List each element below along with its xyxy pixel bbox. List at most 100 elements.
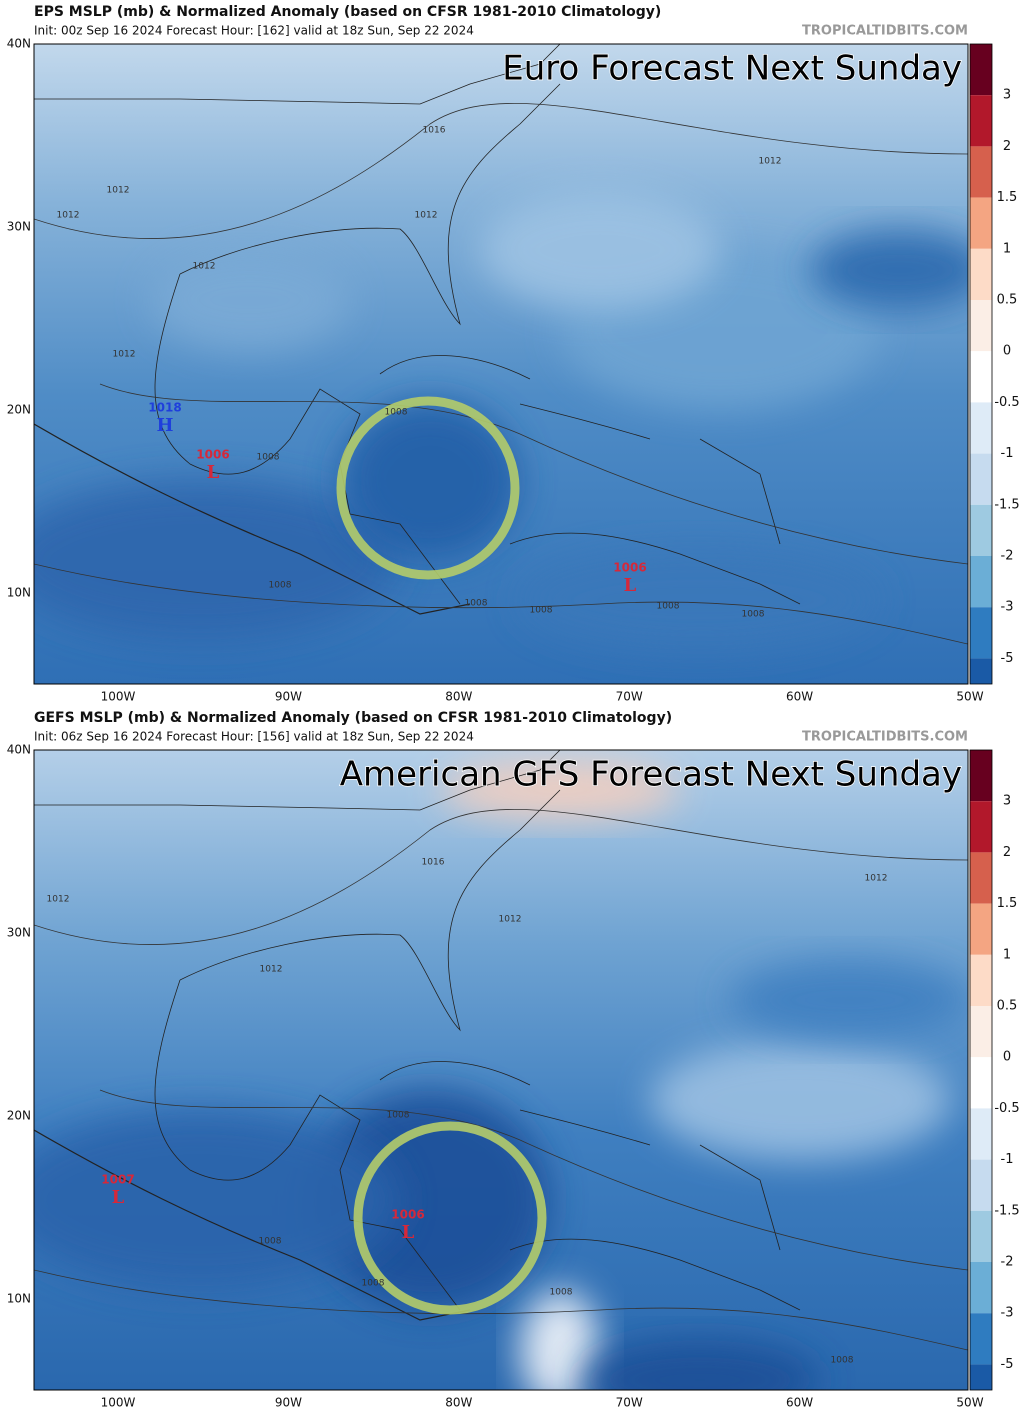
colorbar-label: 0: [1003, 1050, 1011, 1065]
lon-label: 60W: [786, 1396, 813, 1410]
lat-label: 30N: [7, 220, 31, 234]
colorbar-frame: [969, 749, 993, 1391]
contour-label: 1012: [47, 895, 70, 905]
contour-label: 1012: [415, 211, 438, 221]
colorbar-label: 0.5: [997, 293, 1018, 308]
lat-label: 40N: [7, 37, 31, 51]
pressure-symbol: L: [207, 462, 220, 483]
contour-label: 1008: [550, 1288, 573, 1298]
colorbar-band: [970, 1159, 992, 1211]
lon-label: 80W: [445, 1396, 472, 1410]
colorbar-band: [970, 453, 992, 505]
map-frame: [33, 749, 969, 1391]
contour-label: 1008: [530, 606, 553, 616]
lon-label: 80W: [445, 690, 472, 704]
colorbar-label: -1.5: [994, 497, 1019, 512]
highlight-circle: [353, 1121, 547, 1315]
anomaly-field: [480, 190, 720, 310]
coastline: [34, 750, 561, 811]
init-line: Init: 00z Sep 16 2024 Forecast Hour: [16…: [34, 24, 474, 38]
colorbar-label: 2: [1003, 845, 1011, 860]
colorbar-band: [970, 402, 992, 454]
coastline: [154, 273, 461, 605]
colorbar-band: [970, 1262, 992, 1314]
anomaly-field: [520, 550, 880, 650]
contour-label: 1008: [831, 1356, 854, 1366]
anomaly-field: [730, 960, 968, 1040]
pressure-symbol: H: [156, 415, 173, 436]
contour-label: 1012: [107, 186, 130, 196]
lon-label: 70W: [616, 690, 643, 704]
contour-label: 1008: [742, 610, 765, 620]
colorbar-band: [970, 44, 992, 96]
anomaly-field: [34, 480, 400, 640]
pressure-symbol: L: [624, 575, 637, 596]
colorbar-band: [970, 954, 992, 1006]
highlight-circle: [336, 396, 520, 580]
isobar: [34, 809, 968, 945]
contour-label: 1012: [57, 211, 80, 221]
pressure-symbol: L: [402, 1222, 415, 1243]
pressure-value: 1006: [613, 561, 646, 575]
lon-label: 100W: [101, 1396, 136, 1410]
colorbar-label: -1.5: [994, 1203, 1019, 1218]
panel-title: EPS MSLP (mb) & Normalized Anomaly (base…: [34, 4, 661, 20]
colorbar-label: 1.5: [997, 190, 1018, 205]
map-panel: GEFS MSLP (mb) & Normalized Anomaly (bas…: [7, 710, 1020, 1410]
colorbar-band: [970, 504, 992, 556]
colorbar-label: 2: [1003, 139, 1011, 154]
pressure-value: 1006: [391, 1208, 424, 1222]
colorbar-band: [970, 903, 992, 955]
colorbar-band: [970, 300, 992, 352]
contour-label: 1008: [269, 581, 292, 591]
colorbar-label: 0: [1003, 344, 1011, 359]
lon-label: 90W: [275, 1396, 302, 1410]
contour-label: 1008: [385, 408, 408, 418]
contour-label: 1012: [260, 965, 283, 975]
colorbar-band: [970, 1108, 992, 1160]
contour-label: 1008: [362, 1279, 385, 1289]
lat-label: 10N: [7, 586, 31, 600]
panel-title: GEFS MSLP (mb) & Normalized Anomaly (bas…: [34, 710, 672, 726]
coastline: [179, 789, 561, 1032]
coastline: [379, 355, 781, 545]
map: [34, 44, 968, 684]
site-label: TROPICALTIDBITS.COM: [802, 24, 968, 39]
map-panel: EPS MSLP (mb) & Normalized Anomaly (base…: [7, 4, 1020, 704]
isobar: [99, 383, 968, 565]
coastline: [34, 423, 471, 615]
colorbar-band: [970, 1313, 992, 1365]
colorbar-label: -3: [1001, 600, 1014, 615]
contour-label: 1012: [865, 874, 888, 884]
colorbar-label: 1: [1003, 947, 1011, 962]
colorbar-label: -5: [1001, 1357, 1014, 1372]
colorbar-band: [970, 351, 992, 403]
coastline: [179, 83, 561, 326]
lon-label: 100W: [101, 690, 136, 704]
isobar: [34, 103, 968, 239]
anomaly-field: [520, 1290, 600, 1390]
anomaly-field: [650, 1040, 950, 1160]
contour-label: 1008: [387, 1111, 410, 1121]
colorbar-band: [970, 556, 992, 608]
lat-label: 10N: [7, 1292, 31, 1306]
colorbar-band: [970, 95, 992, 147]
isobar: [34, 563, 968, 645]
anomaly-field: [150, 250, 350, 350]
contour-label: 1012: [193, 262, 216, 272]
contour-label: 1008: [657, 602, 680, 612]
coastline: [34, 44, 561, 105]
colorbar-band: [970, 248, 992, 300]
colorbar-label: -2: [1001, 549, 1014, 564]
isobar: [34, 1269, 968, 1351]
contour-label: 1016: [422, 858, 445, 868]
lon-label: 50W: [956, 690, 983, 704]
colorbar-label: 1: [1003, 241, 1011, 256]
isobar: [99, 1089, 968, 1271]
colorbar-band: [970, 1057, 992, 1109]
colorbar-label: 3: [1003, 794, 1011, 809]
colorbar-label: -2: [1001, 1255, 1014, 1270]
headline: Euro Forecast Next Sunday: [502, 49, 962, 89]
coastline: [34, 1129, 471, 1321]
lon-label: 70W: [616, 1396, 643, 1410]
